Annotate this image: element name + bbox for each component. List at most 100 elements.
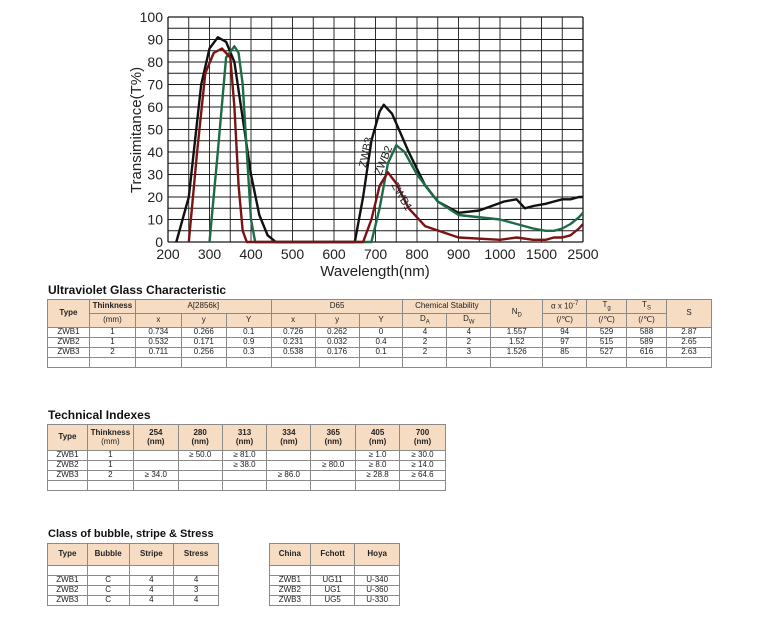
x-tick-label: 1500 [526, 246, 557, 262]
table-row: ZWB1 UG11 U-340 [269, 575, 400, 586]
uv-cell: 94 [542, 327, 588, 338]
uv-cell: 0.176 [314, 347, 360, 358]
y-tick-label: 80 [147, 54, 163, 70]
chart-grid [167, 16, 584, 243]
y-axis-label: Transimitance(T%) [128, 67, 145, 193]
y-tick-label: 100 [140, 9, 164, 25]
uv-cell: 529 [586, 327, 628, 338]
uv-sub-Y2: Y [358, 313, 404, 328]
uv-cell: 1.557 [490, 327, 544, 338]
uv-cell: 0.262 [314, 327, 360, 338]
equiv-cell: U-360 [354, 585, 400, 596]
tech-cell: ≥ 38.0 [221, 460, 268, 471]
table-row: ZWB1 1 0.734 0.266 0.1 0.726 0.262 0 4 4 1.557 94 52… [47, 327, 713, 338]
uv-cell: 0.9 [225, 337, 272, 348]
tech-header-700: 700 (nm) [399, 424, 446, 451]
uv-cell: 97 [542, 337, 588, 348]
uv-sub-dw: DW [446, 313, 492, 328]
uv-cell: 527 [586, 347, 628, 358]
bubble-cell: ZWB1 [47, 575, 88, 586]
uv-cell: 0.538 [270, 347, 316, 358]
tech-header-thickness: Thinkness (mm) [86, 424, 134, 451]
x-tick-label: 400 [239, 246, 263, 262]
equiv-cell: UG1 [309, 585, 356, 596]
y-tick-label: 60 [147, 99, 163, 115]
uv-cell: ZWB3 [47, 347, 90, 358]
uv-cell: 0.266 [180, 327, 227, 338]
tech-cell: ≥ 86.0 [266, 470, 312, 481]
table-row: ZWB3 UG5 U-330 [269, 595, 400, 606]
tech-cell [177, 470, 223, 481]
uv-header-chemical-stability: Chemical Stability [402, 299, 492, 314]
equiv-header-fchott: Fchott [309, 543, 356, 566]
uv-cell: 0.532 [134, 337, 182, 348]
uv-header-a2856: A[2856k] [134, 299, 272, 314]
uv-header-tg: Tg [586, 299, 628, 314]
chart-ticks: 0 10 20 30 40 50 60 70 80 90 100 200 300 400 500 600 700… [140, 9, 599, 262]
table-row: ZWB1 C 4 4 [47, 575, 219, 586]
bubble-cell: ZWB2 [47, 585, 88, 596]
tech-cell [310, 450, 357, 461]
uv-header-thickness: Thinkness [88, 299, 136, 314]
uv-cell: 2 [88, 347, 136, 358]
uv-cell: 4 [446, 327, 492, 338]
bubble-cell: 4 [128, 585, 175, 596]
tech-section-title: Technical Indexes [48, 408, 151, 422]
equiv-cell: ZWB1 [269, 575, 311, 586]
table-row: ZWB2 1 ≥ 38.0 ≥ 80.0 ≥ 8.0 ≥ 14.0 [47, 460, 446, 471]
table-row-empty [269, 565, 400, 576]
tech-header-313: 313 (nm) [221, 424, 268, 451]
bubble-header-type: Type [47, 543, 88, 566]
tech-cell [132, 460, 179, 471]
bubble-cell: 4 [173, 575, 219, 586]
tech-header-334: 334 (nm) [266, 424, 312, 451]
y-tick-label: 0 [155, 234, 163, 250]
equiv-header-china: China [269, 543, 311, 566]
tech-cell: ZWB3 [47, 470, 88, 481]
bubble-cell: C [86, 595, 130, 606]
y-tick-label: 30 [147, 167, 163, 183]
tech-cell: ≥ 1.0 [355, 450, 401, 461]
uv-header-ts: TS [626, 299, 667, 314]
x-tick-label: 200 [156, 246, 180, 262]
tech-cell: 1 [86, 450, 134, 461]
uv-cell: 1.52 [490, 337, 544, 348]
uv-cell: 616 [626, 347, 667, 358]
tech-header-365: 365 (nm) [310, 424, 357, 451]
table-row: ZWB3 2 0.711 0.256 0.3 0.538 0.176 0.1 2 3 1.526 85… [47, 347, 713, 358]
equivalents-table: China Fchott Hoya ZWB1 UG11 U-340 ZWB2 UG1 U… [269, 543, 400, 606]
uv-cell: 2.65 [665, 337, 713, 348]
tech-cell: ≥ 81.0 [221, 450, 268, 461]
uv-header-nd: ND [490, 299, 544, 328]
uv-cell: 0.032 [314, 337, 360, 348]
table-row: ZWB2 C 4 3 [47, 585, 219, 596]
uv-cell: ZWB1 [47, 327, 90, 338]
tech-cell [132, 450, 179, 461]
curve-annotation: ZWB2 [373, 144, 396, 177]
table-row: ZWB2 1 0.532 0.171 0.9 0.231 0.032 0.4 2 2 1.52 97 5… [47, 337, 713, 348]
table-row: ZWB2 UG1 U-360 [269, 585, 400, 596]
tech-cell: ZWB1 [47, 450, 88, 461]
table-row-empty [47, 565, 219, 576]
x-tick-label: 900 [447, 246, 471, 262]
uv-cell: 0.256 [180, 347, 227, 358]
y-tick-label: 90 [147, 32, 163, 48]
uv-cell: 0.734 [134, 327, 182, 338]
uv-cell: 1.526 [490, 347, 544, 358]
bubble-header-bubble: Bubble [86, 543, 130, 566]
uv-header-tg-unit: (/℃) [586, 313, 628, 328]
tech-cell [177, 460, 223, 471]
uv-header-ts-unit: (/℃) [626, 313, 667, 328]
y-tick-label: 50 [147, 122, 163, 138]
tech-cell: ≥ 34.0 [132, 470, 179, 481]
uv-header-type: Type [47, 299, 90, 328]
uv-cell: 0.171 [180, 337, 227, 348]
tech-cell: ≥ 8.0 [355, 460, 401, 471]
tech-cell: ≥ 80.0 [310, 460, 357, 471]
tech-cell: ≥ 30.0 [399, 450, 446, 461]
bubble-cell: 3 [173, 585, 219, 596]
x-tick-label: 700 [364, 246, 388, 262]
bubble-cell: 4 [128, 575, 175, 586]
uv-sub-x2: x [270, 313, 316, 328]
